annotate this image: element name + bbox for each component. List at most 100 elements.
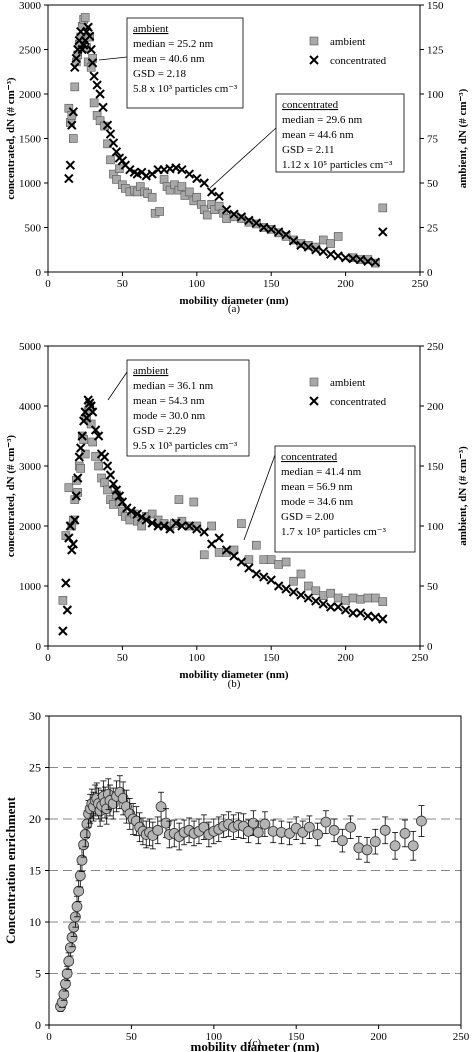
x-tick-label: 100 (189, 278, 206, 290)
concentrated-point (125, 164, 135, 175)
ambient-point (289, 576, 298, 586)
concentrated-point (95, 89, 105, 99)
ambient-point (333, 593, 343, 603)
y-right-tick-label: 75 (427, 134, 439, 146)
y-axis-title: Concentration enrichment (3, 796, 18, 944)
legend-label: concentrated (330, 55, 387, 67)
ambient-point (165, 185, 175, 195)
legend-ambient-marker (309, 377, 319, 387)
enrichment-point (259, 818, 271, 830)
concentrated-point (99, 452, 110, 462)
concentrated-point (68, 539, 79, 549)
concentrated-point (348, 253, 358, 264)
concentrated-point (244, 563, 254, 573)
concentrated-point (86, 44, 96, 55)
x-tick-label: 0 (46, 1031, 52, 1043)
y-left-axis-title: concentrated, dN (# cm⁻³) (5, 77, 17, 199)
enrichment-point (60, 978, 71, 990)
ambient-point (137, 521, 147, 531)
enrichment-point (345, 821, 356, 833)
annotation-line: GSD = 2.29 (133, 425, 186, 437)
ambient-point (214, 548, 224, 557)
y-tick-label: 30 (29, 709, 41, 723)
series-concentrated (64, 22, 388, 267)
concentrated-point (108, 138, 119, 148)
ambient-point (252, 540, 261, 550)
ambient-point (192, 192, 202, 202)
concentrated-point (76, 443, 86, 453)
concentrated-point (87, 58, 98, 68)
annotation-line: median = 29.6 nm (282, 114, 363, 126)
concentrated-point (229, 551, 239, 561)
annotation-box (274, 445, 416, 553)
concentrated-point (206, 539, 217, 549)
y-right-tick-label: 50 (427, 178, 439, 190)
legend-ambient-marker (309, 36, 319, 46)
annotation-pointer (209, 127, 277, 189)
enrichment-point (336, 835, 348, 847)
y-left-tick-label: 5000 (19, 341, 42, 353)
y-left-axis-title: concentrated, dN (# cm⁻³) (5, 435, 17, 557)
annotation-line: mean = 54.3 nm (133, 395, 205, 407)
annotation-heading: concentrated (282, 99, 339, 111)
legend: ambient concentrated (309, 36, 387, 67)
concentrated-point (311, 245, 321, 255)
y-right-tick-label: 100 (427, 89, 444, 101)
y-tick-label: 5 (35, 967, 41, 981)
concentrated-point (67, 120, 77, 130)
concentrated-point (355, 608, 366, 618)
y-right-tick-label: 150 (427, 0, 444, 12)
concentrated-point (177, 521, 187, 531)
concentrated-point (114, 491, 125, 501)
annotation-pointer (107, 371, 128, 401)
ambient-point (348, 593, 358, 603)
ambient-point (94, 461, 103, 471)
ambient-point (155, 207, 164, 216)
enrichment-point (81, 818, 93, 830)
annotation-concentrated: concentrated median = 29.6 nm mean = 44.6 … (209, 93, 405, 189)
concentrated-point (105, 129, 116, 139)
concentrated-point (236, 212, 247, 222)
annotation-line: GSD = 2.11 (282, 144, 335, 156)
concentrated-point (111, 147, 122, 157)
y-left-tick-label: 500 (25, 223, 42, 235)
enrichment-point (328, 824, 340, 836)
concentrated-point (266, 224, 276, 234)
concentrated-point (311, 596, 321, 606)
concentrated-point (89, 71, 99, 81)
legend-concentrated-marker (309, 396, 319, 406)
concentrated-point (281, 584, 291, 594)
enrichment-point (78, 839, 90, 851)
annotation-ambient: ambient median = 36.1 nm mean = 54.3 nm mod… (107, 359, 250, 457)
y-tick-label: 25 (29, 761, 41, 775)
y-right-tick-label: 0 (427, 267, 433, 279)
concentrated-point (288, 236, 299, 246)
ambient-point (341, 596, 350, 605)
concentrated-point (117, 156, 128, 166)
concentrated-point (370, 612, 381, 622)
panel-c: 0 50 100 150 200 250 0 5 10 15 20 25 30 Concentration… (3, 709, 470, 1052)
ambient-point (103, 485, 112, 495)
concentrated-point (303, 242, 314, 252)
y-right-tick-label: 50 (427, 581, 439, 593)
enrichment-point (416, 815, 427, 827)
x-tick-label: 250 (412, 278, 429, 290)
concentrated-point (192, 173, 202, 184)
y-right-tick-label: 150 (427, 461, 444, 473)
ambient-point (371, 593, 380, 603)
concentrated-point (363, 611, 373, 621)
concentrated-point (177, 164, 187, 175)
annotation-line: 1.7 x 10⁵ particles cm⁻³ (281, 526, 387, 538)
ambient-point (147, 192, 157, 202)
ambient-point (174, 495, 184, 504)
concentrated-point (90, 425, 101, 435)
concentrated-point (141, 515, 151, 525)
concentrated-point (273, 581, 284, 591)
ambient-point (58, 596, 68, 605)
series-concentrated (58, 395, 388, 636)
y-right-tick-label: 0 (427, 641, 433, 653)
ambient-point (311, 586, 321, 596)
annotation-box (126, 17, 244, 109)
ambient-point (318, 235, 328, 245)
concentrated-point (296, 240, 306, 251)
